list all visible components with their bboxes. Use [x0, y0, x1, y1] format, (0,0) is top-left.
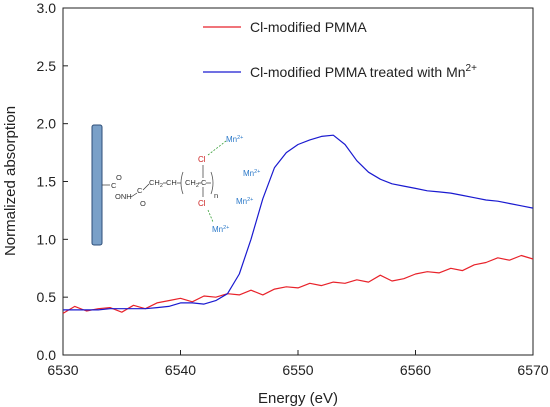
y-tick-label: 1.0 [37, 231, 57, 247]
inset-structure: C O ONH C O CH2 CH CH2 C n Cl Cl Mn2+ Mn… [91, 124, 260, 246]
struct-cl-top: Cl [198, 155, 206, 164]
series-layer [62, 134, 534, 314]
struct-mn-1-text: Mn [226, 135, 237, 144]
y-tick-label: 2.0 [37, 116, 57, 132]
struct-cq: C [201, 178, 207, 187]
struct-mn-4-sup: 2+ [223, 225, 229, 231]
bond-line [142, 183, 150, 191]
struct-mn-3-sup: 2+ [247, 197, 253, 203]
x-tick-label: 6540 [165, 362, 196, 378]
x-axis: 6530 6540 6550 6560 6570 [47, 350, 549, 378]
surface-bar [91, 124, 103, 246]
struct-o1: O [116, 173, 122, 182]
struct-mn-3: Mn2+ [236, 197, 253, 206]
struct-ch2-text: CH [149, 178, 160, 187]
struct-onh: ONH [115, 192, 132, 201]
x-tick-label: 6570 [517, 362, 548, 378]
x-tick-label: 6530 [47, 362, 78, 378]
y-tick-label: 2.5 [37, 58, 57, 74]
bracket-left [180, 171, 184, 195]
bracket-right [210, 171, 214, 195]
series-line-red [62, 254, 534, 314]
struct-c1: C [111, 181, 117, 190]
coordination-line-top [207, 140, 227, 156]
y-tick-label: 1.5 [37, 174, 57, 190]
y-axis: 0.0 0.5 1.0 1.5 2.0 2.5 3.0 [37, 0, 68, 363]
x-tick-label: 6560 [400, 362, 431, 378]
legend-label-blue: Cl-modified PMMA treated with Mn2+ [250, 63, 477, 80]
coordination-line-bottom [207, 209, 214, 223]
struct-o2: O [140, 199, 146, 208]
struct-mn-1-sup: 2+ [237, 135, 243, 141]
legend-label-blue-sup: 2+ [466, 63, 478, 74]
y-tick-label: 0.0 [37, 347, 57, 363]
struct-mn-3-text: Mn [236, 197, 247, 206]
struct-cl-bottom: Cl [198, 199, 206, 208]
legend-label-red: Cl-modified PMMA [250, 19, 367, 35]
struct-mn-1: Mn2+ [226, 135, 243, 144]
y-axis-title: Normalized absorption [2, 106, 19, 256]
struct-mn-2-text: Mn [243, 169, 254, 178]
struct-ch: CH [166, 178, 177, 187]
struct-mn-2-sup: 2+ [254, 169, 260, 175]
struct-ch2-sub: 2 [160, 183, 163, 189]
struct-mn-4-text: Mn [212, 225, 223, 234]
struct-n: n [214, 191, 218, 200]
series-line-blue [63, 134, 534, 311]
struct-ch2: CH2 [149, 178, 163, 189]
struct-mn-4: Mn2+ [212, 225, 229, 234]
legend: Cl-modified PMMA Cl-modified PMMA treate… [203, 19, 477, 80]
legend-label-blue-text: Cl-modified PMMA treated with Mn [250, 64, 466, 80]
struct-c2: C [137, 186, 143, 195]
struct-ch2b: CH2 [185, 178, 199, 189]
y-tick-label: 0.5 [37, 289, 57, 305]
struct-ch2b-sub: 2 [196, 183, 199, 189]
struct-mn-2: Mn2+ [243, 169, 260, 178]
struct-ch2b-text: CH [185, 178, 196, 187]
bond-line [130, 192, 138, 198]
plot-frame [62, 7, 534, 356]
y-tick-label: 3.0 [37, 0, 57, 16]
x-axis-title: Energy (eV) [258, 390, 338, 407]
x-tick-label: 6550 [282, 362, 313, 378]
